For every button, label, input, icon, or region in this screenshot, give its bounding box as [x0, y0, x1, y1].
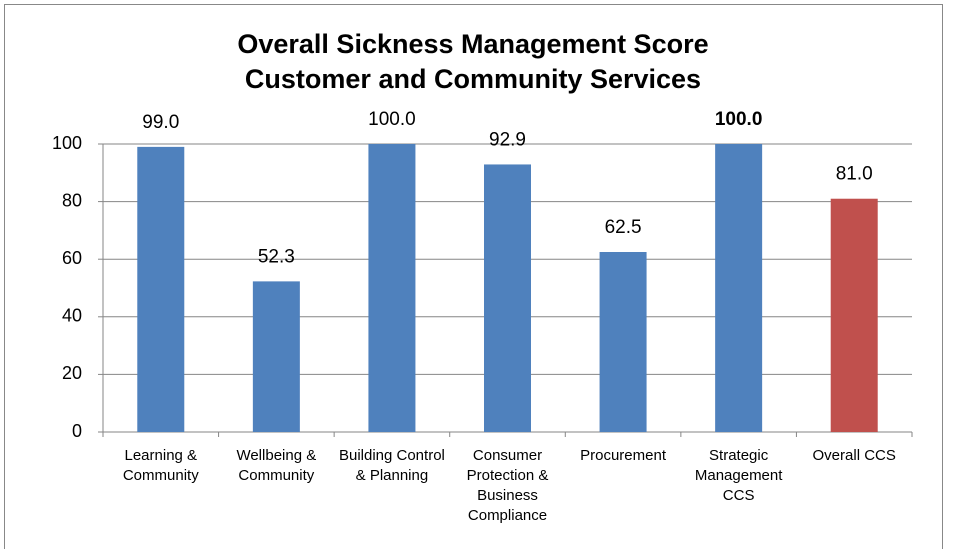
bar — [368, 144, 416, 432]
value-label: 92.9 — [489, 129, 526, 150]
y-tick-label: 100 — [52, 133, 82, 153]
y-tick-label: 20 — [62, 363, 82, 383]
value-label: 100.0 — [368, 109, 416, 130]
value-label: 100.0 — [715, 109, 763, 130]
x-tick-label: Overall CCS — [812, 447, 896, 464]
chart-title: Customer and Community Services — [245, 64, 701, 94]
bar — [252, 281, 300, 432]
value-label: 99.0 — [142, 112, 179, 133]
bar — [137, 146, 185, 432]
value-label: 52.3 — [258, 246, 295, 267]
y-tick-label: 0 — [72, 421, 82, 441]
x-tick-label: Procurement — [580, 447, 666, 464]
x-tick-label: Consumer Protection & Business Complianc… — [466, 447, 549, 524]
bar — [599, 252, 647, 432]
x-tick-label: Strategic Management CCS — [694, 447, 783, 504]
chart-title: Overall Sickness Management Score — [237, 29, 708, 59]
bar — [715, 144, 763, 432]
x-tick-label: Learning & Community — [122, 447, 199, 484]
x-tick-label: Wellbeing & Community — [236, 447, 317, 484]
y-tick-label: 60 — [62, 248, 82, 268]
value-label: 62.5 — [605, 217, 642, 238]
bar — [484, 164, 531, 432]
y-tick-label: 40 — [62, 306, 82, 326]
value-label: 81.0 — [836, 164, 873, 185]
x-tick-label: Building Control & Planning — [338, 447, 445, 484]
bar — [830, 198, 878, 432]
y-tick-label: 80 — [62, 190, 82, 210]
